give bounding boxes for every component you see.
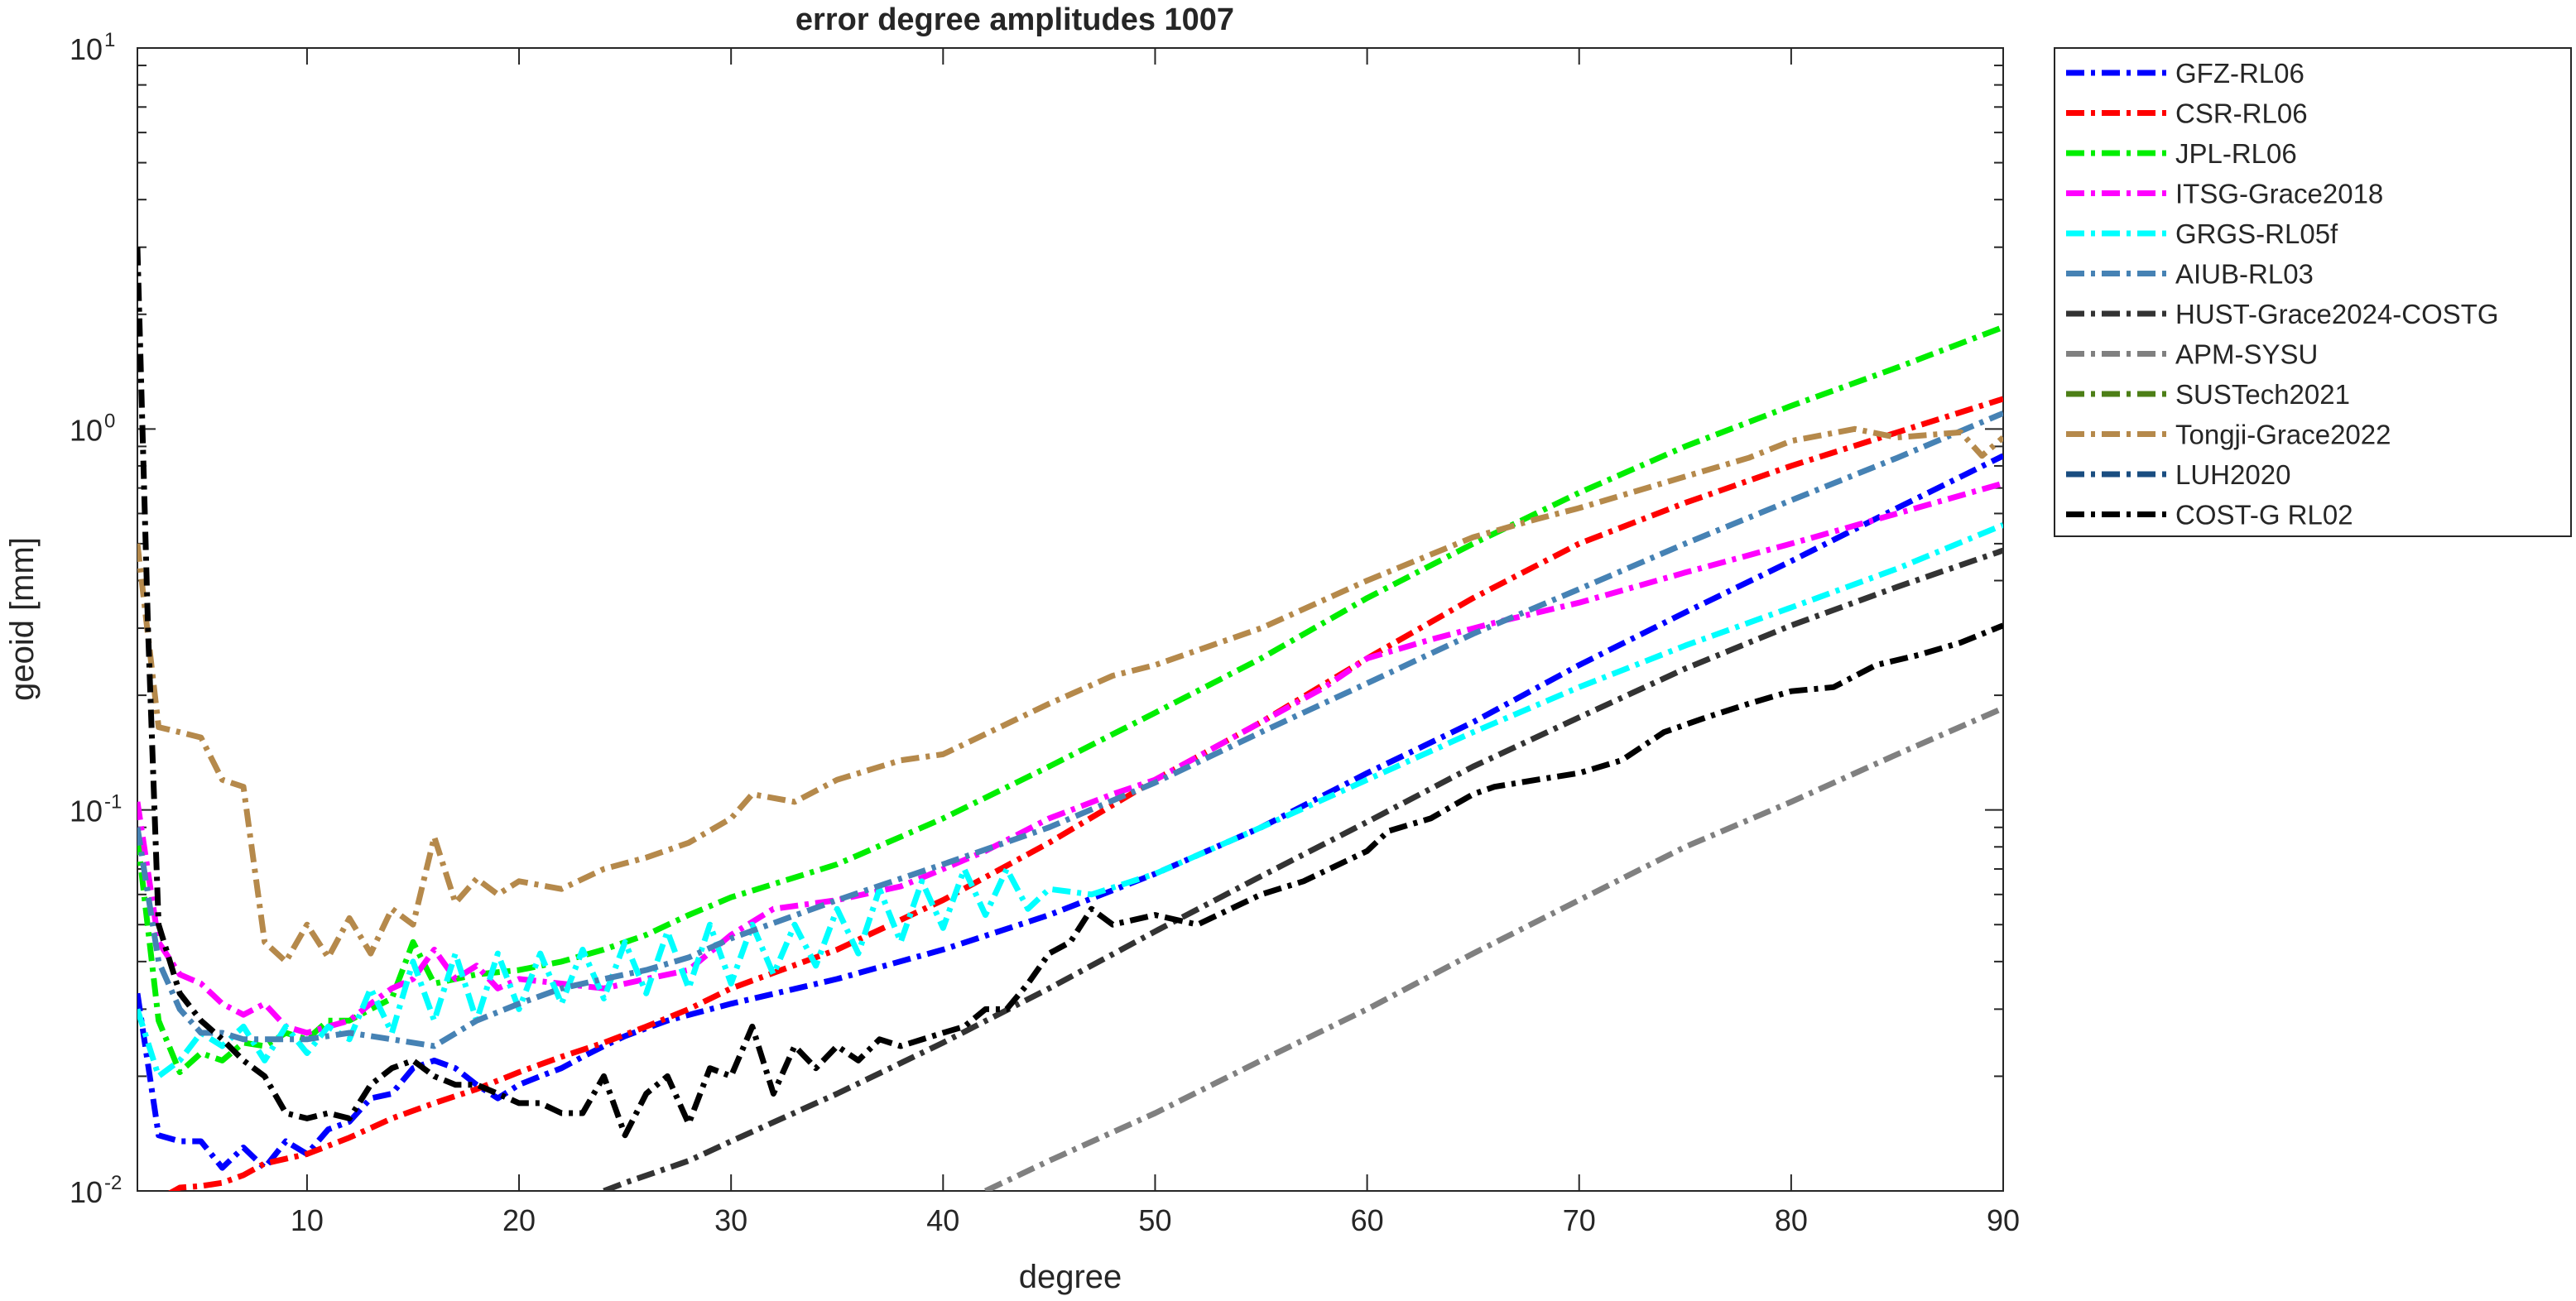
y-tick-label-2: 10 — [70, 413, 103, 447]
legend-label-luh2020: LUH2020 — [2175, 459, 2290, 490]
series-line-hust-grace2024-costg — [603, 547, 2003, 1191]
series-group — [137, 247, 2003, 1191]
series-line-csr-rl06 — [167, 396, 2003, 1191]
plot-area — [137, 47, 2004, 1192]
legend-label-csr-rl06: CSR-RL06 — [2175, 98, 2308, 129]
series-line-cost-g-rl02 — [137, 247, 2003, 1139]
legend-label-grgs-rl05f: GRGS-RL05f — [2175, 218, 2338, 249]
plot-frame — [137, 47, 2004, 1192]
series-line-apm-sysu — [984, 705, 2003, 1191]
legend-label-hust-grace2024-costg: HUST-Grace2024-COSTG — [2175, 299, 2499, 329]
chart-title: error degree amplitudes 1007 — [795, 2, 1234, 37]
y-tick-label-0: 10 — [70, 1175, 103, 1209]
x-tick-label-3: 40 — [926, 1203, 959, 1237]
y-tick-label-3: 10 — [70, 32, 103, 66]
legend-label-itsg-grace2018: ITSG-Grace2018 — [2175, 179, 2383, 209]
x-tick-labels: 10 20 30 40 50 60 70 80 90 — [291, 1203, 2020, 1237]
x-tick-label-0: 10 — [291, 1203, 324, 1237]
legend-label-cost-g-rl02: COST-G RL02 — [2175, 500, 2353, 530]
legend-label-sustech2021: SUSTech2021 — [2175, 379, 2350, 410]
series-line-gfz-rl06 — [137, 453, 2003, 1171]
legend-label-gfz-rl06: GFZ-RL06 — [2175, 58, 2304, 89]
x-tick-label-6: 70 — [1563, 1203, 1596, 1237]
x-tick-label-2: 30 — [714, 1203, 747, 1237]
series-line-tongji-grace2022 — [137, 425, 2003, 965]
legend-label-aiub-rl03: AIUB-RL03 — [2175, 259, 2314, 290]
legend-label-tongji-grace2022: Tongji-Grace2022 — [2175, 420, 2391, 450]
legend-label-jpl-rl06: JPL-RL06 — [2175, 138, 2297, 169]
x-tick-label-7: 80 — [1775, 1203, 1808, 1237]
x-axis-label: degree — [1019, 1259, 1122, 1295]
x-tick-label-1: 20 — [502, 1203, 536, 1237]
x-tick-label-8: 90 — [1987, 1203, 2020, 1237]
series-line-aiub-rl03 — [137, 410, 2003, 1049]
series-line-itsg-grace2018 — [137, 480, 2003, 1036]
legend: GFZ-RL06 CSR-RL06 JPL-RL06 ITSG-Grace2018 GR… — [2054, 47, 2572, 537]
y-axis-label: geoid [mm] — [4, 537, 41, 701]
y-tick-exponent-2: 0 — [104, 410, 115, 432]
legend-items: GFZ-RL06 CSR-RL06 JPL-RL06 ITSG-Grace2018 GR… — [2066, 58, 2499, 530]
y-tick-exponent-3: 1 — [104, 29, 115, 51]
y-tick-exponent-1: -1 — [104, 791, 122, 814]
y-tick-label-1: 10 — [70, 795, 103, 828]
y-tick-exponent-0: -2 — [104, 1172, 122, 1194]
legend-box — [2054, 47, 2572, 537]
x-tick-label-4: 50 — [1138, 1203, 1171, 1237]
series-line-grgs-rl05f — [137, 522, 2003, 1079]
legend-label-apm-sysu: APM-SYSU — [2175, 339, 2318, 370]
x-tick-label-5: 60 — [1351, 1203, 1384, 1237]
